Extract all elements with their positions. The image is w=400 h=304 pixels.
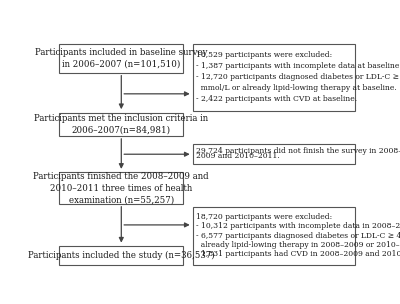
Text: - 6,577 participants diagnosed diabetes or LDL-C ≥ 4.1 mmol/L or: - 6,577 participants diagnosed diabetes … <box>196 232 400 240</box>
Text: - 1,387 participants with incomplete data at baseline.: - 1,387 participants with incomplete dat… <box>196 62 400 70</box>
Text: - 12,720 participants diagnosed diabetes or LDL-C ≥ 4.1: - 12,720 participants diagnosed diabetes… <box>196 73 400 81</box>
Text: - 1,831 participants had CVD in 2008–2009 and 2010–2011.: - 1,831 participants had CVD in 2008–200… <box>196 250 400 258</box>
Bar <box>59 43 183 73</box>
Text: 18,720 participants were excluded:: 18,720 participants were excluded: <box>196 213 332 221</box>
Text: Participants met the inclusion criteria in
2006–2007(n=84,981): Participants met the inclusion criteria … <box>34 114 208 135</box>
Bar <box>59 246 183 265</box>
Bar <box>193 144 355 164</box>
Text: already lipid-lowing therapy in 2008–2009 or 2010–2011.: already lipid-lowing therapy in 2008–200… <box>196 241 400 249</box>
Bar <box>59 172 183 204</box>
Text: 16,529 participants were excluded:: 16,529 participants were excluded: <box>196 51 332 59</box>
Text: Participants included in baseline survey
in 2006–2007 (n=101,510): Participants included in baseline survey… <box>35 48 208 68</box>
Text: - 2,422 participants with CVD at baseline.: - 2,422 participants with CVD at baselin… <box>196 95 357 103</box>
Bar <box>59 112 183 136</box>
Bar <box>193 43 355 111</box>
Text: mmol/L or already lipid-lowing therapy at baseline.: mmol/L or already lipid-lowing therapy a… <box>196 84 396 92</box>
Text: Participants finished the 2008–2009 and
2010–2011 three times of health
examinat: Participants finished the 2008–2009 and … <box>34 172 209 204</box>
Text: Participants included the study (n=36,537): Participants included the study (n=36,53… <box>28 251 215 260</box>
Text: 29,724 participants did not finish the survey in 2008–: 29,724 participants did not finish the s… <box>196 147 400 155</box>
Text: - 10,312 participants with incomplete data in 2008–2009 or 2010–2011.: - 10,312 participants with incomplete da… <box>196 223 400 230</box>
Bar <box>193 207 355 265</box>
Text: 2009 and 2010–2011.: 2009 and 2010–2011. <box>196 152 280 161</box>
